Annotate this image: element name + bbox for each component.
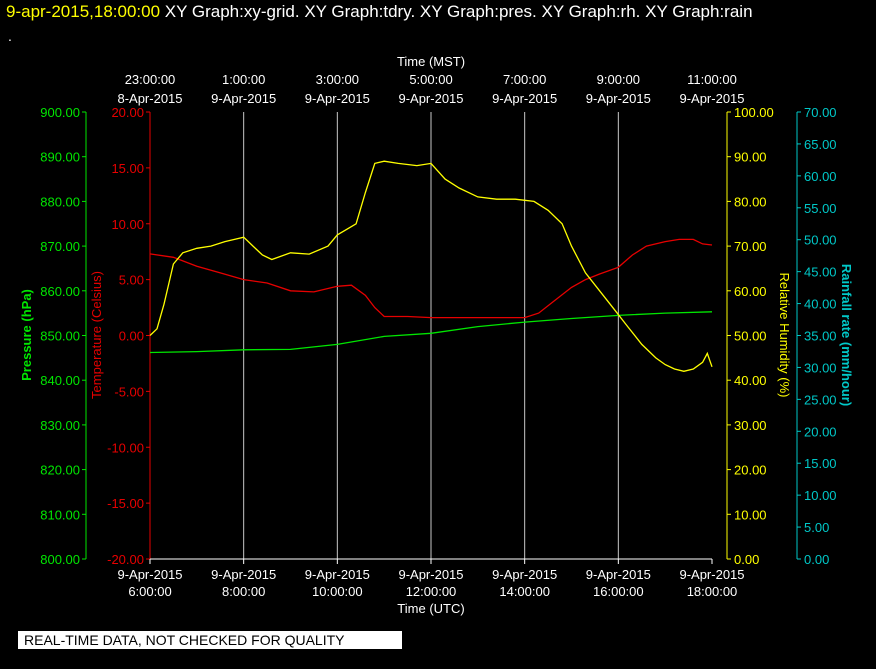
top-tick-time: 1:00:00: [222, 72, 265, 87]
y-tick-label: 850.00: [40, 329, 80, 344]
top-tick-time: 5:00:00: [409, 72, 452, 87]
header-dot: .: [8, 28, 12, 44]
y-tick-label: 20.00: [734, 463, 767, 478]
y-tick-label: 5.00: [804, 520, 829, 535]
y-tick-label: 900.00: [40, 105, 80, 120]
y-tick-label: 20.00: [804, 424, 837, 439]
x-tick-date: 9-Apr-2015: [211, 567, 276, 582]
top-axis-title: Time (MST): [397, 54, 465, 69]
pressure-axis-title: Pressure (hPa): [19, 289, 34, 381]
top-tick-date: 9-Apr-2015: [586, 91, 651, 106]
y-tick-label: 30.00: [734, 418, 767, 433]
y-tick-label: 15.00: [111, 161, 144, 176]
x-tick-time: 14:00:00: [499, 584, 550, 599]
y-tick-label: 880.00: [40, 194, 80, 209]
x-tick-time: 16:00:00: [593, 584, 644, 599]
x-axis-title: Time (UTC): [397, 601, 464, 616]
y-tick-label: 840.00: [40, 373, 80, 388]
y-tick-label: 40.00: [804, 297, 837, 312]
y-tick-label: 810.00: [40, 507, 80, 522]
y-tick-label: 35.00: [804, 329, 837, 344]
y-tick-label: 820.00: [40, 463, 80, 478]
x-tick-date: 9-Apr-2015: [398, 567, 463, 582]
x-tick-time: 6:00:00: [128, 584, 171, 599]
temperature-axis-title: Temperature (Celsius): [89, 271, 104, 399]
y-tick-label: 50.00: [804, 233, 837, 248]
y-tick-label: 10.00: [111, 217, 144, 232]
y-tick-label: 100.00: [734, 105, 774, 120]
top-tick-date: 9-Apr-2015: [211, 91, 276, 106]
y-tick-label: 90.00: [734, 150, 767, 165]
x-tick-date: 9-Apr-2015: [586, 567, 651, 582]
y-tick-label: 40.00: [734, 373, 767, 388]
top-tick-time: 3:00:00: [316, 72, 359, 87]
graph-titles: XY Graph:xy-grid. XY Graph:tdry. XY Grap…: [164, 2, 753, 21]
chart-header: 9-apr-2015,18:00:00 XY Graph:xy-grid. XY…: [6, 2, 753, 22]
y-tick-label: 890.00: [40, 150, 80, 165]
x-tick-date: 9-Apr-2015: [679, 567, 744, 582]
temperature-series-line: [149, 238, 713, 319]
y-tick-label: 20.00: [111, 105, 144, 120]
timestamp: 9-apr-2015,18:00:00: [6, 2, 161, 21]
y-tick-label: 10.00: [734, 507, 767, 522]
quality-note: REAL-TIME DATA, NOT CHECKED FOR QUALITY: [18, 631, 402, 649]
top-tick-time: 23:00:00: [125, 72, 176, 87]
y-tick-label: 0.00: [119, 329, 144, 344]
x-tick-time: 8:00:00: [222, 584, 265, 599]
humidity-series-line: [149, 160, 713, 372]
y-tick-label: 30.00: [804, 360, 837, 375]
y-tick-label: 55.00: [804, 201, 837, 216]
y-tick-label: 60.00: [804, 169, 837, 184]
top-tick-date: 8-Apr-2015: [117, 91, 182, 106]
y-tick-label: 80.00: [734, 194, 767, 209]
top-tick-time: 7:00:00: [503, 72, 546, 87]
y-tick-label: 45.00: [804, 265, 837, 280]
y-tick-label: -10.00: [107, 440, 144, 455]
x-tick-date: 9-Apr-2015: [305, 567, 370, 582]
y-tick-label: 860.00: [40, 284, 80, 299]
top-tick-date: 9-Apr-2015: [492, 91, 557, 106]
y-tick-label: 70.00: [734, 239, 767, 254]
rain-axis-title: Rainfall rate (mm/hour): [839, 264, 854, 406]
top-tick-time: 11:00:00: [687, 72, 737, 87]
y-tick-label: 10.00: [804, 488, 837, 503]
x-tick-time: 12:00:00: [406, 584, 457, 599]
y-tick-label: 15.00: [804, 456, 837, 471]
y-tick-label: 830.00: [40, 418, 80, 433]
y-tick-label: 50.00: [734, 329, 767, 344]
y-tick-label: 65.00: [804, 137, 837, 152]
y-tick-label: 870.00: [40, 239, 80, 254]
x-tick-time: 18:00:00: [687, 584, 738, 599]
x-tick-date: 9-Apr-2015: [492, 567, 557, 582]
y-tick-label: 70.00: [804, 105, 837, 120]
y-tick-label: 0.00: [804, 552, 829, 567]
y-tick-label: -20.00: [107, 552, 144, 567]
humidity-axis-title: Relative Humidity (%): [777, 273, 792, 398]
top-tick-date: 9-Apr-2015: [679, 91, 744, 106]
y-tick-label: 0.00: [734, 552, 759, 567]
y-tick-label: 25.00: [804, 392, 837, 407]
y-tick-label: 800.00: [40, 552, 80, 567]
y-tick-label: -15.00: [107, 496, 144, 511]
y-tick-label: 60.00: [734, 284, 767, 299]
y-tick-label: 5.00: [119, 273, 144, 288]
top-tick-date: 9-Apr-2015: [305, 91, 370, 106]
top-tick-date: 9-Apr-2015: [398, 91, 463, 106]
x-tick-time: 10:00:00: [312, 584, 363, 599]
top-tick-time: 9:00:00: [597, 72, 640, 87]
x-tick-date: 9-Apr-2015: [117, 567, 182, 582]
y-tick-label: -5.00: [114, 384, 144, 399]
